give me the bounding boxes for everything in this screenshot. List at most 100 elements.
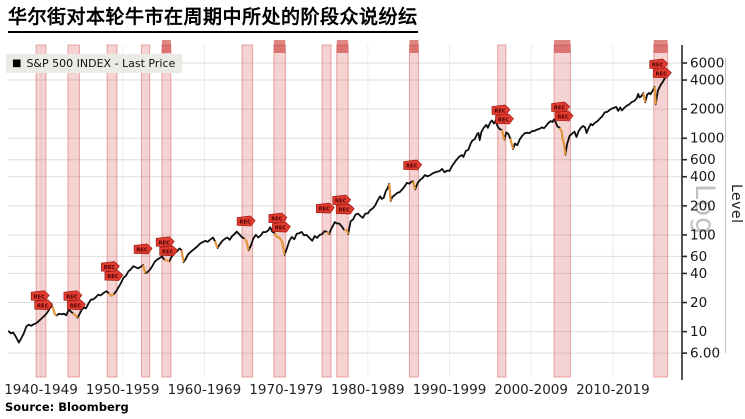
drawdown-segment xyxy=(142,264,147,274)
rec-marker-badge: REC xyxy=(272,221,291,233)
x-tick-label: 1990-1999 xyxy=(413,382,487,398)
rec-marker: REC REC xyxy=(491,104,514,125)
drawdown-segment xyxy=(509,138,515,150)
rec-marker-badge: REC xyxy=(159,245,179,257)
rec-marker-label: REC xyxy=(339,208,351,214)
rec-marker-label: REC xyxy=(406,164,418,170)
recession-band xyxy=(241,44,254,378)
source-label: Source: Bloomberg xyxy=(5,400,129,414)
drawdown-segment xyxy=(180,250,185,263)
drawdown-segment xyxy=(326,231,330,235)
rec-marker-label: REC xyxy=(498,118,510,124)
rec-marker-label: REC xyxy=(554,106,566,112)
log-scale-watermark: Log xyxy=(689,184,720,236)
rec-marker-label: REC xyxy=(335,199,347,205)
rec-marker-label: REC xyxy=(494,109,506,115)
recession-band-cap xyxy=(273,40,286,53)
drawdown-segment xyxy=(243,237,250,251)
rec-marker-badge: REC xyxy=(155,236,175,248)
y-tick-label: 400 xyxy=(690,169,716,185)
rec-marker-badge: REC xyxy=(403,159,423,171)
x-tick-label: 2010-2019 xyxy=(576,382,650,398)
x-tick-label: 1970-1979 xyxy=(249,382,323,398)
rec-marker-label: REC xyxy=(652,63,664,69)
recession-band-cap xyxy=(653,40,668,53)
recession-band-cap xyxy=(161,40,171,53)
x-tick-label: 2000-2009 xyxy=(494,382,568,398)
rec-marker-badge: REC xyxy=(104,270,124,281)
rec-marker: REC xyxy=(133,243,153,255)
rec-marker-label: REC xyxy=(104,265,116,271)
y-tick-label: 4000 xyxy=(690,73,724,89)
rec-marker-badge: REC xyxy=(101,261,120,272)
y-tick-label: 10 xyxy=(690,324,707,340)
recession-band xyxy=(140,44,151,378)
y-tick-label: 60 xyxy=(690,249,707,265)
rec-marker-label: REC xyxy=(66,294,78,300)
rec-marker-badge: REC xyxy=(335,203,355,215)
x-tick-label: 1960-1969 xyxy=(168,382,242,398)
drawdown-segment xyxy=(72,312,79,319)
rec-marker: REC xyxy=(315,202,335,214)
axis-right-divider xyxy=(725,58,726,353)
drawdown-segment xyxy=(164,258,170,263)
y-tick-label: 600 xyxy=(690,152,716,168)
rec-marker-badge: REC xyxy=(551,101,571,113)
y-axis-title: Level xyxy=(728,184,744,224)
recession-band xyxy=(408,44,419,378)
legend-series-label: S&P 500 INDEX - Last Price xyxy=(26,57,176,70)
rec-marker: REC xyxy=(236,215,256,227)
recession-band xyxy=(273,44,286,378)
rec-marker-label: REC xyxy=(557,115,569,121)
drawdown-segment xyxy=(558,127,567,155)
recession-band-cap xyxy=(554,40,571,53)
y-tick-label: 20 xyxy=(690,295,707,311)
rec-marker-badge: REC xyxy=(652,67,672,79)
rec-marker-label: REC xyxy=(275,226,287,232)
rec-marker-label: REC xyxy=(159,240,171,246)
y-tick-label: 6.00 xyxy=(690,346,720,362)
recession-band-cap xyxy=(336,40,349,53)
rec-marker-label: REC xyxy=(319,207,331,213)
rec-marker-label: REC xyxy=(70,303,82,309)
series-swatch-icon: ■ xyxy=(12,57,22,69)
rec-marker-badge: REC xyxy=(133,243,153,255)
rec-marker: REC REC xyxy=(649,58,672,79)
drawdown-segment xyxy=(642,92,647,103)
rec-marker-badge: REC xyxy=(491,104,511,116)
drawdown-segment xyxy=(343,228,350,235)
rec-marker-badge: REC xyxy=(554,110,574,122)
y-tick-label: 6000 xyxy=(690,56,724,72)
recession-band xyxy=(497,44,507,378)
rec-marker: REC REC xyxy=(332,194,355,215)
rec-marker: REC REC xyxy=(63,290,86,311)
rec-marker-badge: REC xyxy=(67,299,86,311)
rec-marker: REC xyxy=(403,159,423,171)
rec-marker: REC REC xyxy=(155,236,179,257)
rec-marker-label: REC xyxy=(37,303,49,309)
recession-band xyxy=(161,44,172,378)
rec-marker: REC REC xyxy=(30,290,54,311)
rec-marker-badge: REC xyxy=(34,299,54,311)
recession-band-cap xyxy=(409,40,419,53)
rec-marker-badge: REC xyxy=(236,215,256,227)
recession-band xyxy=(67,44,80,378)
chart-title: 华尔街对本轮牛市在周期中所处的阶段众说纷纭 xyxy=(8,5,418,33)
y-tick-label: 200 xyxy=(690,198,716,214)
drawdown-segment xyxy=(412,181,417,190)
rec-marker-label: REC xyxy=(162,249,174,255)
drawdown-segment xyxy=(273,232,286,255)
drawdown-segment xyxy=(653,86,657,105)
rec-marker-label: REC xyxy=(239,220,251,226)
drawdown-segment xyxy=(108,292,115,297)
rec-marker-badge: REC xyxy=(315,202,335,214)
rec-marker-label: REC xyxy=(136,248,148,254)
rec-marker: REC REC xyxy=(268,212,291,233)
rec-marker-label: REC xyxy=(34,294,46,300)
rec-marker-badge: REC xyxy=(649,58,669,70)
rec-marker-badge: REC xyxy=(30,290,50,302)
rec-marker-badge: REC xyxy=(495,113,514,125)
y-tick-label: 2000 xyxy=(690,102,724,118)
y-tick-label: 100 xyxy=(690,227,716,243)
